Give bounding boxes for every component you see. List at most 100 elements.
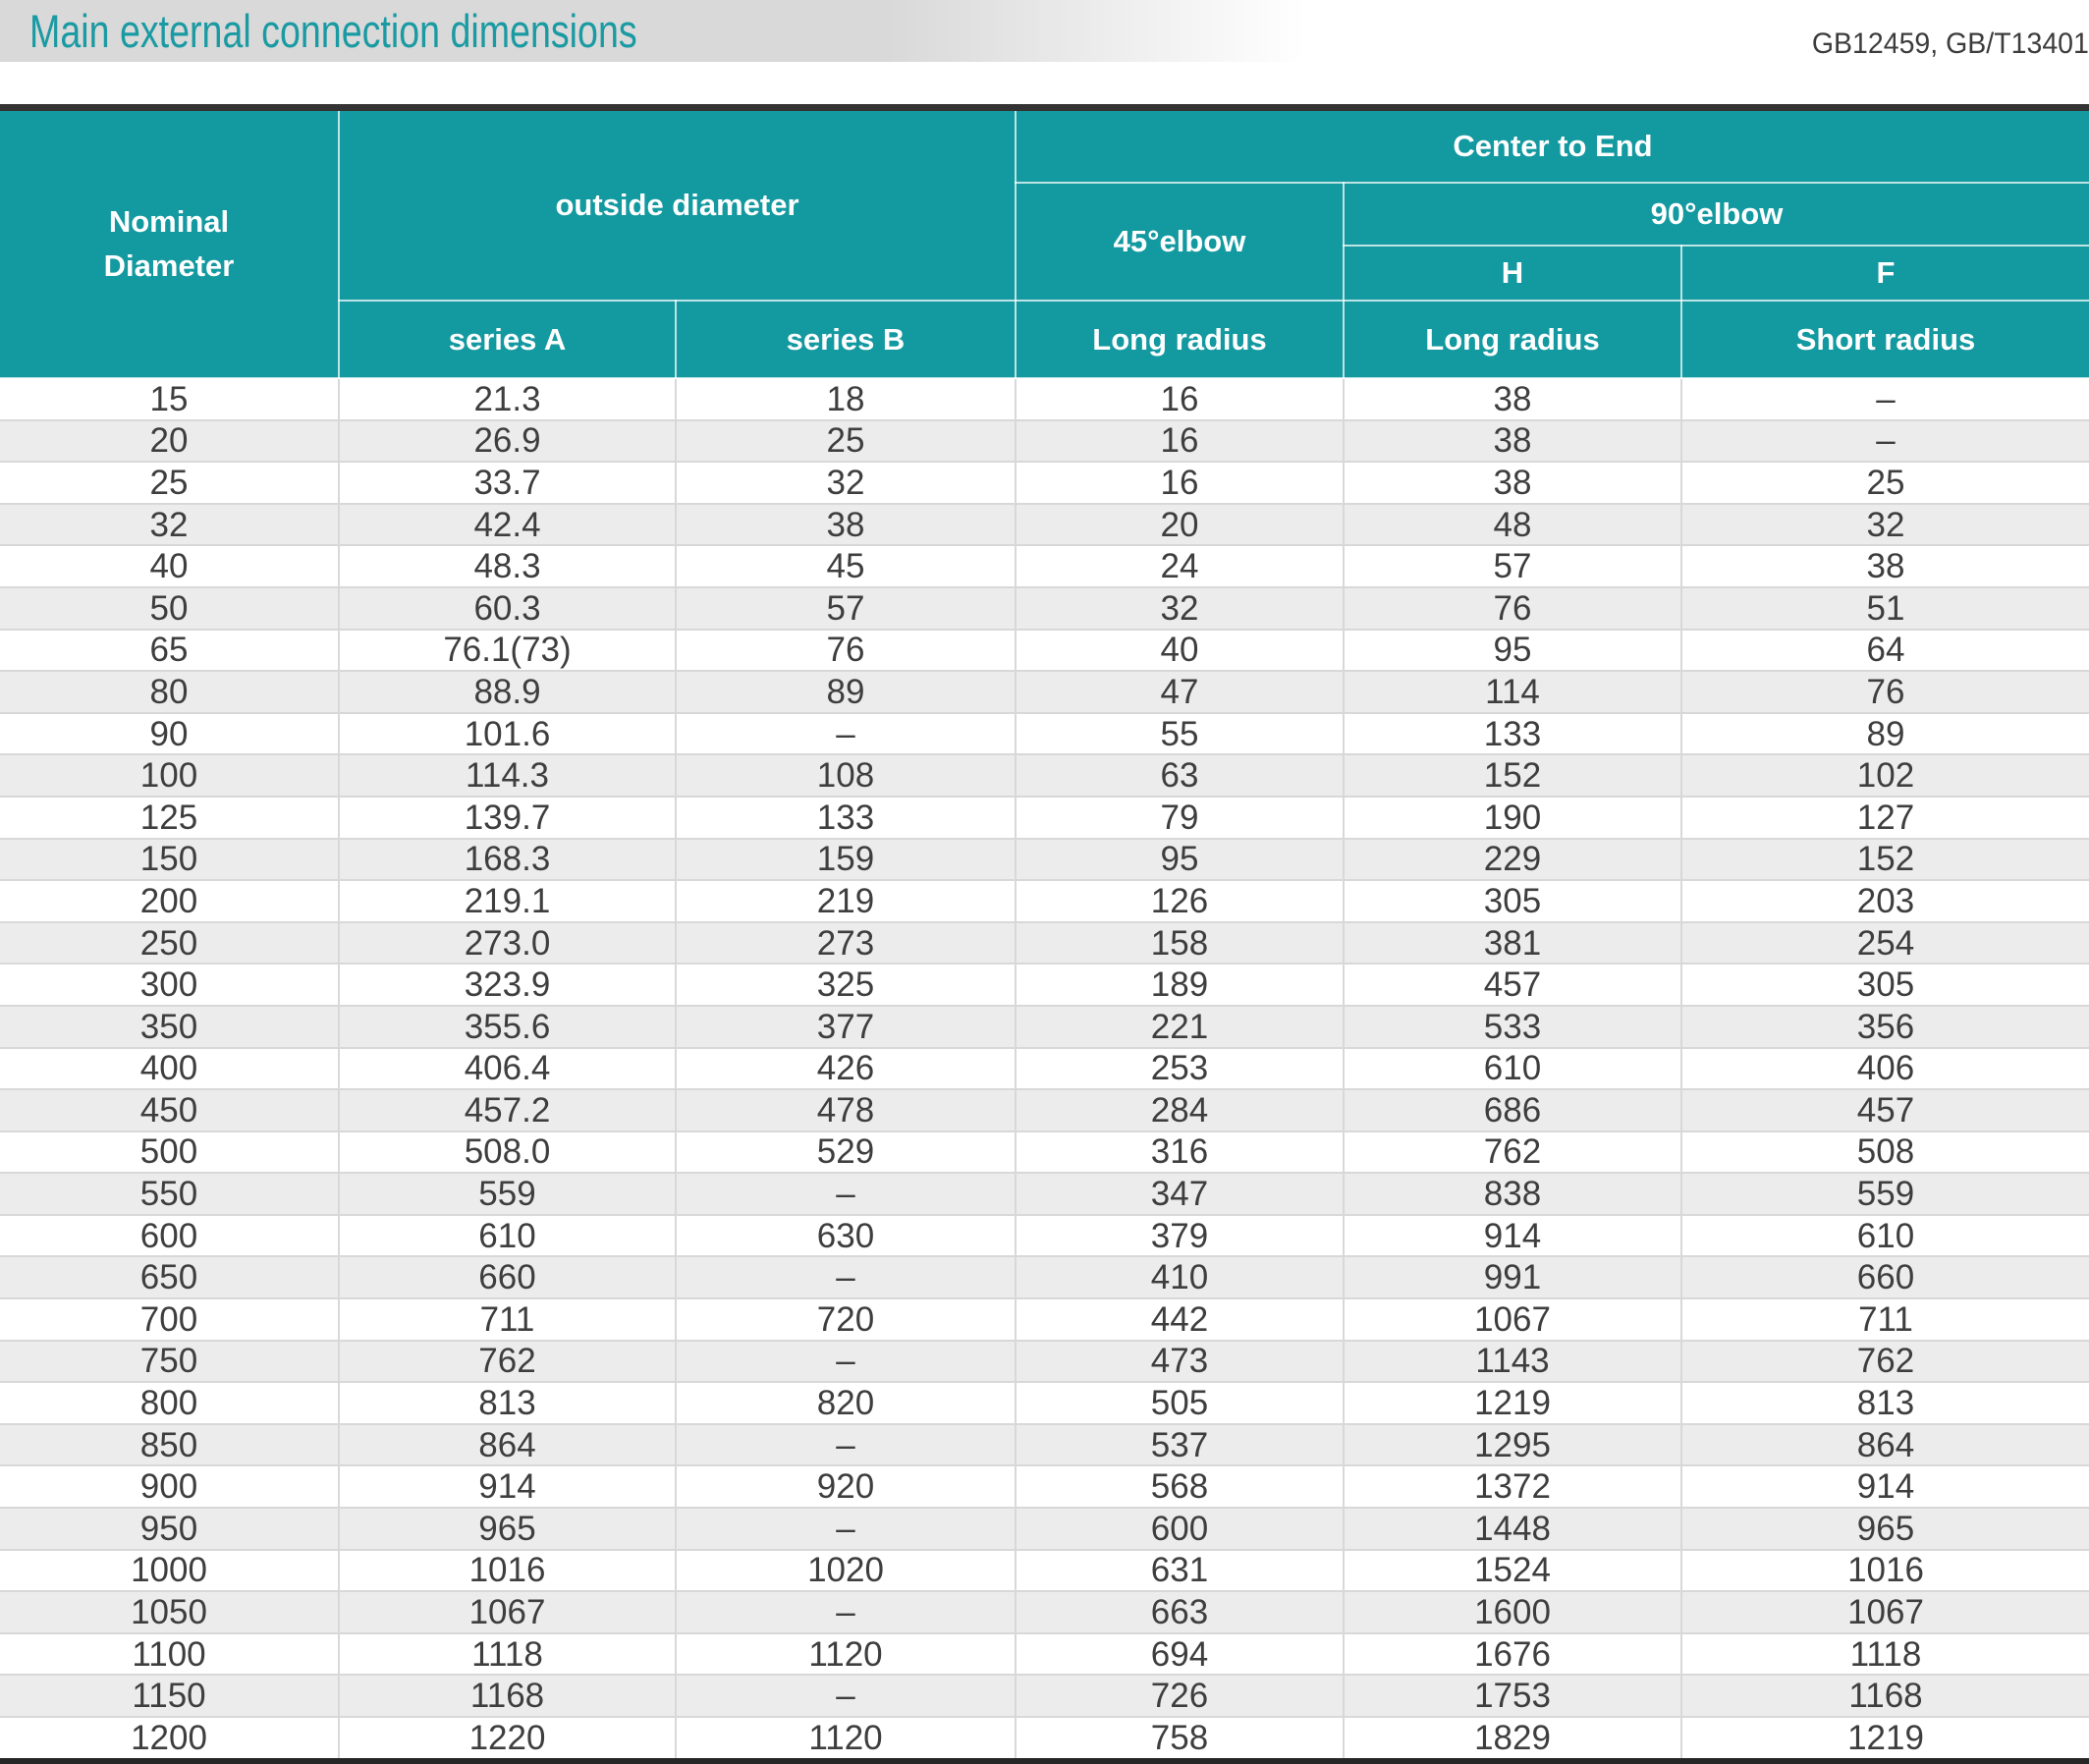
cell-series-b: 630	[675, 1213, 1017, 1258]
cell-series-a: 1220	[338, 1716, 677, 1758]
table-row: 90 101.6–55 133 89	[0, 711, 2089, 756]
cell-elbow90-h-long-radius: 152	[1343, 753, 1682, 798]
cell-series-a: 114.3	[338, 753, 677, 798]
cell-elbow90-f-short-radius: 356	[1680, 1004, 2089, 1049]
table-row: 800 813 820 505 1219 813	[0, 1381, 2089, 1425]
cell-series-b: 1120	[675, 1716, 1017, 1758]
cell-series-a: 76.1(73)	[338, 628, 677, 673]
cell-series-a: 21.3	[338, 377, 677, 421]
cell-series-b: 133	[675, 795, 1017, 840]
cell-series-b: 273	[675, 920, 1017, 965]
cell-elbow90-h-long-radius: 133	[1343, 711, 1682, 756]
cell-elbow90-f-short-radius: 914	[1680, 1464, 2089, 1510]
standards-reference: GB12459, GB/T13401	[1811, 28, 2089, 60]
cell-elbow45-long-radius: 316	[1015, 1130, 1345, 1175]
cell-nominal-diameter: 850	[0, 1422, 340, 1467]
cell-elbow90-f-short-radius: 559	[1680, 1172, 2089, 1216]
cell-elbow45-long-radius: 284	[1015, 1088, 1345, 1132]
cell-elbow90-h-long-radius: 305	[1343, 879, 1682, 923]
cell-elbow45-long-radius: 47	[1015, 670, 1345, 714]
cell-elbow90-f-short-radius: 711	[1680, 1297, 2089, 1342]
cell-series-a: 323.9	[338, 963, 677, 1007]
cell-elbow90-h-long-radius: 838	[1343, 1172, 1682, 1216]
table-header: Nominal Diameter outside diameter Center…	[0, 111, 2089, 379]
cell-elbow90-f-short-radius: 660	[1680, 1255, 2089, 1300]
table-row: 1050 1067–663 1600 1067	[0, 1590, 2089, 1634]
cell-nominal-diameter: 750	[0, 1339, 340, 1384]
cell-nominal-diameter: 400	[0, 1046, 340, 1091]
cell-elbow90-h-long-radius: 1829	[1343, 1716, 1682, 1758]
col-header-90-h-long-radius: Long radius	[1343, 300, 1682, 379]
cell-series-b: 108	[675, 753, 1017, 798]
cell-series-a: 813	[338, 1381, 677, 1425]
cell-nominal-diameter: 250	[0, 920, 340, 965]
cell-nominal-diameter: 150	[0, 837, 340, 882]
table-row: 20 26.9 25 16 38–	[0, 418, 2089, 464]
cell-series-a: 508.0	[338, 1130, 677, 1175]
cell-nominal-diameter: 1200	[0, 1716, 340, 1758]
table-body: 15 21.3 18 16 38–20 26.9 25 16 38–25 33.7 32 16 38 25…	[0, 377, 2089, 1758]
cell-elbow90-f-short-radius: 32	[1680, 502, 2089, 547]
cell-series-b: 478	[675, 1088, 1017, 1132]
cell-series-a: 965	[338, 1507, 677, 1551]
cell-elbow45-long-radius: 758	[1015, 1716, 1345, 1758]
cell-elbow90-h-long-radius: 1448	[1343, 1507, 1682, 1551]
cell-series-b: 377	[675, 1004, 1017, 1049]
cell-elbow90-f-short-radius: 864	[1680, 1422, 2089, 1467]
header-row-1: Nominal Diameter outside diameter Center…	[0, 111, 2089, 379]
cell-nominal-diameter: 350	[0, 1004, 340, 1049]
cell-nominal-diameter: 1000	[0, 1548, 340, 1593]
table-row: 350 355.6 377 221 533 356	[0, 1004, 2089, 1049]
cell-series-a: 762	[338, 1339, 677, 1384]
cell-series-a: 610	[338, 1213, 677, 1258]
table-row: 550 559–347 838 559	[0, 1172, 2089, 1216]
cell-series-a: 660	[338, 1255, 677, 1300]
cell-elbow90-f-short-radius: 610	[1680, 1213, 2089, 1258]
cell-elbow90-h-long-radius: 533	[1343, 1004, 1682, 1049]
cell-elbow90-h-long-radius: 457	[1343, 963, 1682, 1007]
cell-series-a: 711	[338, 1297, 677, 1342]
cell-series-a: 1016	[338, 1548, 677, 1593]
cell-elbow90-f-short-radius: 127	[1680, 795, 2089, 840]
cell-series-b: 1120	[675, 1631, 1017, 1677]
header-row-3: H F	[0, 245, 2089, 302]
cell-series-a: 60.3	[338, 585, 677, 631]
cell-series-a: 914	[338, 1464, 677, 1510]
table-row: 900 914 920 568 1372 914	[0, 1464, 2089, 1510]
cell-elbow90-f-short-radius: 1118	[1680, 1631, 2089, 1677]
cell-series-b: –	[675, 1172, 1017, 1216]
cell-elbow90-f-short-radius: 762	[1680, 1339, 2089, 1384]
cell-elbow90-f-short-radius: 203	[1680, 879, 2089, 923]
col-header-h: H	[1344, 245, 1682, 302]
cell-nominal-diameter: 50	[0, 585, 340, 631]
table-row: 15 21.3 18 16 38–	[0, 377, 2089, 421]
col-header-center-to-end: Center to End	[1015, 111, 2089, 184]
cell-nominal-diameter: 300	[0, 963, 340, 1007]
cell-series-a: 457.2	[338, 1088, 677, 1132]
main-dimensions-table: Nominal Diameter outside diameter Center…	[0, 111, 2089, 1758]
table-row: 600 610 630 379 914 610	[0, 1213, 2089, 1258]
cell-nominal-diameter: 1100	[0, 1631, 340, 1677]
cell-elbow90-h-long-radius: 76	[1343, 585, 1682, 631]
cell-elbow45-long-radius: 158	[1015, 920, 1345, 965]
cell-elbow90-f-short-radius: 1067	[1680, 1590, 2089, 1634]
cell-elbow90-h-long-radius: 38	[1343, 461, 1682, 505]
cell-nominal-diameter: 25	[0, 461, 340, 505]
cell-series-a: 1168	[338, 1674, 677, 1718]
cell-elbow90-f-short-radius: 25	[1680, 461, 2089, 505]
cell-elbow90-h-long-radius: 1067	[1343, 1297, 1682, 1342]
table-row: 850 864–537 1295 864	[0, 1422, 2089, 1467]
cell-series-a: 406.4	[338, 1046, 677, 1091]
cell-elbow90-h-long-radius: 1524	[1343, 1548, 1682, 1593]
cell-nominal-diameter: 600	[0, 1213, 340, 1258]
cell-series-b: 38	[675, 502, 1017, 547]
cell-series-a: 273.0	[338, 920, 677, 965]
dimensions-table: Nominal Diameter outside diameter Center…	[0, 104, 2089, 1764]
cell-series-b: 219	[675, 879, 1017, 923]
cell-series-b: –	[675, 1674, 1017, 1718]
cell-series-a: 88.9	[338, 670, 677, 714]
cell-elbow45-long-radius: 16	[1015, 377, 1345, 421]
table-row: 25 33.7 32 16 38 25	[0, 461, 2089, 505]
table-row: 100 114.3 108 63 152 102	[0, 753, 2089, 798]
